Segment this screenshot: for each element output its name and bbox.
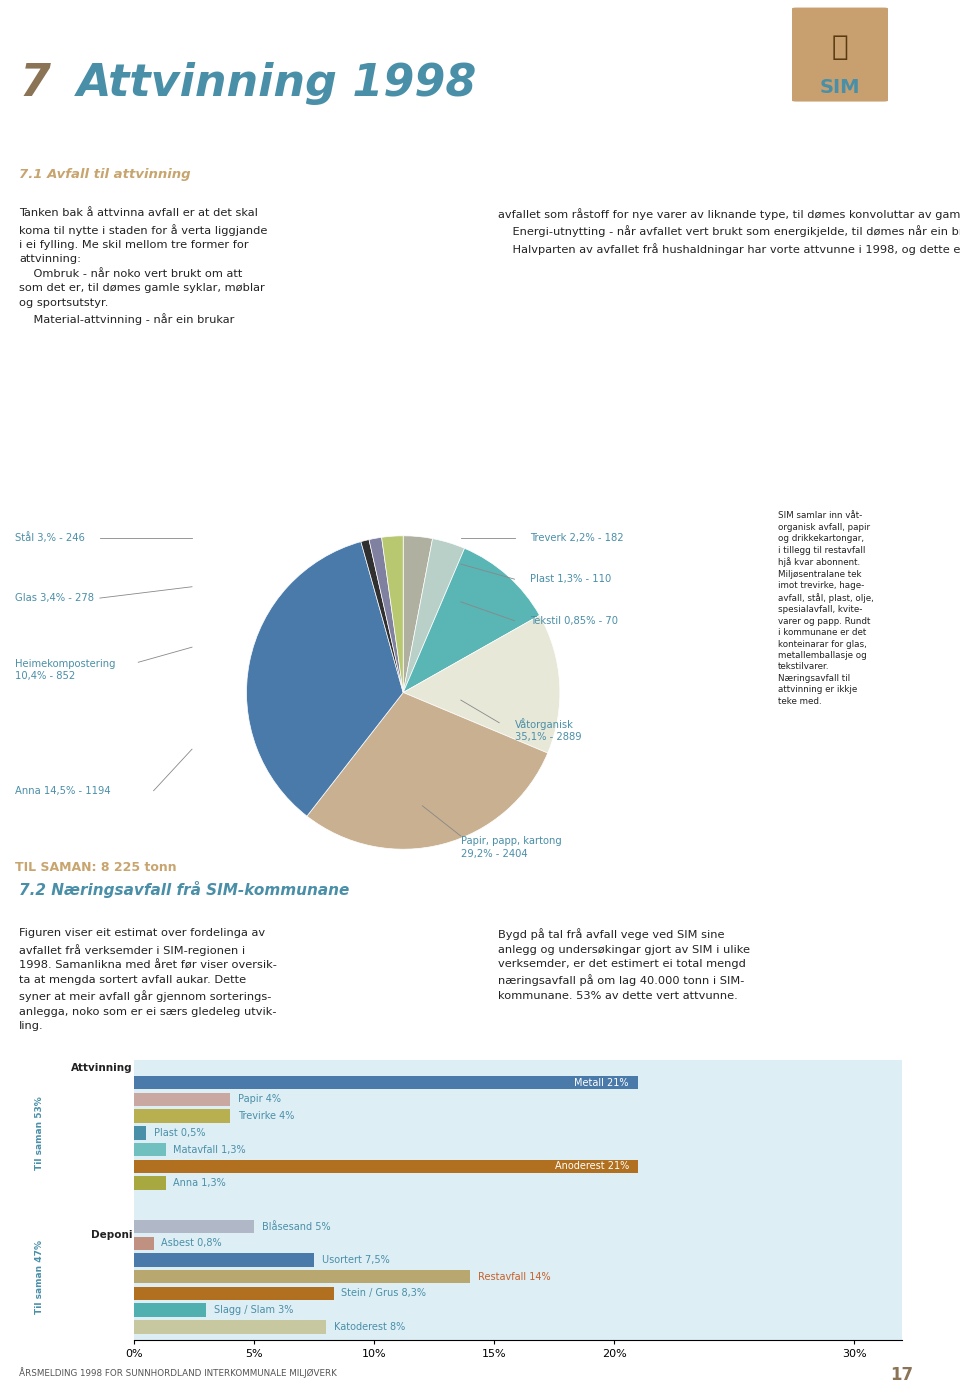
Text: Katoderest 8%: Katoderest 8% [334, 1322, 405, 1332]
Text: Matavfall 1,3%: Matavfall 1,3% [173, 1144, 246, 1154]
Text: Til saman 53%: Til saman 53% [36, 1095, 44, 1170]
Text: Anoderest 21%: Anoderest 21% [555, 1161, 629, 1171]
Bar [134, 1321, 326, 1333]
Wedge shape [403, 539, 465, 693]
Text: Glas 3,4% - 278: Glas 3,4% - 278 [15, 593, 94, 603]
Wedge shape [381, 536, 403, 693]
Bar [134, 1143, 166, 1157]
Text: 7: 7 [19, 63, 50, 105]
Wedge shape [247, 541, 403, 816]
Text: Tekstil 0,85% - 70: Tekstil 0,85% - 70 [530, 616, 618, 625]
Text: Heimekompostering
10,4% - 852: Heimekompostering 10,4% - 852 [15, 659, 116, 681]
Text: Restavfall 14%: Restavfall 14% [478, 1272, 550, 1281]
Text: Trevirke 4%: Trevirke 4% [238, 1111, 294, 1121]
Text: Usortert 7,5%: Usortert 7,5% [322, 1255, 390, 1265]
Text: 17: 17 [890, 1365, 913, 1384]
Text: Metall 21%: Metall 21% [574, 1077, 629, 1088]
Text: SIM samlar inn våt-
organisk avfall, papir
og drikkekartongar,
i tillegg til res: SIM samlar inn våt- organisk avfall, pap… [778, 511, 874, 705]
Text: Anna 14,5% - 1194: Anna 14,5% - 1194 [15, 786, 111, 796]
Bar [134, 1304, 206, 1316]
Bar [134, 1287, 334, 1300]
Text: Våtorganisk
35,1% - 2889: Våtorganisk 35,1% - 2889 [515, 718, 581, 743]
Text: 7.2 Næringsavfall frå SIM-kommunane: 7.2 Næringsavfall frå SIM-kommunane [19, 881, 349, 898]
Text: Attvinning 1998: Attvinning 1998 [77, 63, 477, 105]
Text: Til saman 47%: Til saman 47% [36, 1240, 44, 1314]
Bar [134, 1109, 230, 1123]
Wedge shape [403, 536, 433, 693]
Text: SIM: SIM [820, 78, 860, 97]
Bar [134, 1076, 638, 1090]
Bar [134, 1237, 154, 1249]
Text: Attvinning: Attvinning [70, 1063, 132, 1073]
Wedge shape [403, 548, 540, 693]
Wedge shape [403, 616, 560, 753]
Bar [134, 1220, 254, 1234]
Bar [134, 1093, 230, 1107]
Text: Stål 3,% - 246: Stål 3,% - 246 [15, 532, 85, 543]
Text: ⦿: ⦿ [831, 34, 849, 62]
Text: Figuren viser eit estimat over fordelinga av
avfallet frå verksemder i SIM-regio: Figuren viser eit estimat over fordeling… [19, 929, 277, 1031]
Text: Anna 1,3%: Anna 1,3% [173, 1178, 226, 1188]
Text: Slagg / Slam 3%: Slagg / Slam 3% [214, 1305, 293, 1315]
Text: Asbest 0,8%: Asbest 0,8% [161, 1238, 222, 1248]
Text: Plast 1,3% - 110: Plast 1,3% - 110 [530, 574, 612, 585]
Text: Deponi: Deponi [90, 1230, 132, 1240]
Bar [134, 1254, 315, 1266]
Text: Blåsesand 5%: Blåsesand 5% [261, 1221, 330, 1231]
Bar [134, 1160, 638, 1172]
Text: Plast 0,5%: Plast 0,5% [154, 1128, 205, 1137]
Text: Papir 4%: Papir 4% [238, 1094, 280, 1104]
Text: ÅRSMELDING 1998 FOR SUNNHORDLAND INTERKOMMUNALE MILJØVERK: ÅRSMELDING 1998 FOR SUNNHORDLAND INTERKO… [19, 1367, 337, 1378]
Bar [134, 1270, 470, 1283]
Bar [134, 1177, 166, 1189]
Wedge shape [307, 693, 548, 849]
Text: avfallet som råstoff for nye varer av liknande type, til dømes konvoluttar av ga: avfallet som råstoff for nye varer av li… [498, 208, 960, 255]
Text: 7.1 Avfall til attvinning: 7.1 Avfall til attvinning [19, 168, 191, 180]
Bar [134, 1126, 146, 1140]
Text: Treverk 2,2% - 182: Treverk 2,2% - 182 [530, 533, 624, 543]
Text: Tanken bak å attvinna avfall er at det skal
koma til nytte i staden for å verta : Tanken bak å attvinna avfall er at det s… [19, 208, 268, 325]
Text: Papir, papp, kartong
29,2% - 2404: Papir, papp, kartong 29,2% - 2404 [461, 837, 562, 859]
Text: Stein / Grus 8,3%: Stein / Grus 8,3% [341, 1288, 426, 1298]
Wedge shape [361, 540, 403, 693]
Wedge shape [369, 537, 403, 693]
Text: TIL SAMAN: 8 225 tonn: TIL SAMAN: 8 225 tonn [15, 860, 177, 874]
FancyBboxPatch shape [792, 7, 888, 102]
Text: Bygd på tal frå avfall vege ved SIM sine
anlegg og undersøkingar gjort av SIM i : Bygd på tal frå avfall vege ved SIM sine… [498, 929, 751, 1000]
